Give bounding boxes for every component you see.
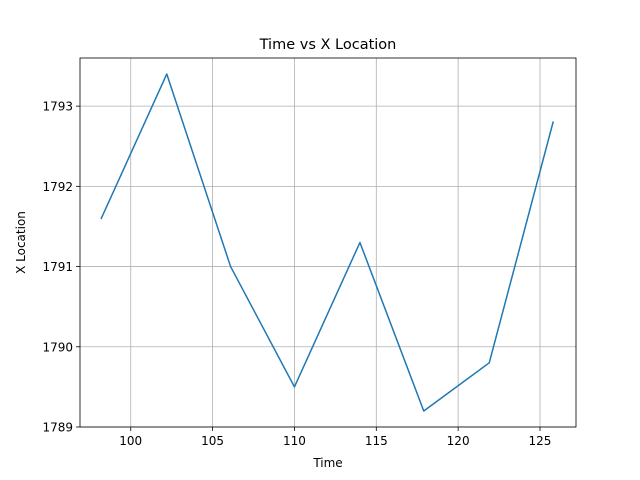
x-tick-label: 110 xyxy=(283,434,306,448)
x-tick-label: 105 xyxy=(201,434,224,448)
ticks: 100 105 110 115 120 125 1789 1790 1791 1792 1793 xyxy=(42,100,551,448)
chart-title: Time vs X Location xyxy=(259,37,397,53)
y-tick-label: 1793 xyxy=(42,100,73,114)
x-tick-label: 115 xyxy=(365,434,388,448)
y-tick-label: 1792 xyxy=(42,180,73,194)
series-line xyxy=(100,73,554,412)
x-axis-label: Time xyxy=(312,456,342,470)
y-tick-label: 1791 xyxy=(42,260,73,274)
x-tick-label: 125 xyxy=(529,434,552,448)
y-tick-label: 1789 xyxy=(42,421,73,435)
series-layer xyxy=(100,73,554,412)
plot-frame xyxy=(79,57,577,428)
y-tick-label: 1790 xyxy=(42,340,73,354)
x-tick-label: 120 xyxy=(447,434,470,448)
y-axis-label: X Location xyxy=(14,211,28,274)
x-tick-label: 100 xyxy=(119,434,142,448)
